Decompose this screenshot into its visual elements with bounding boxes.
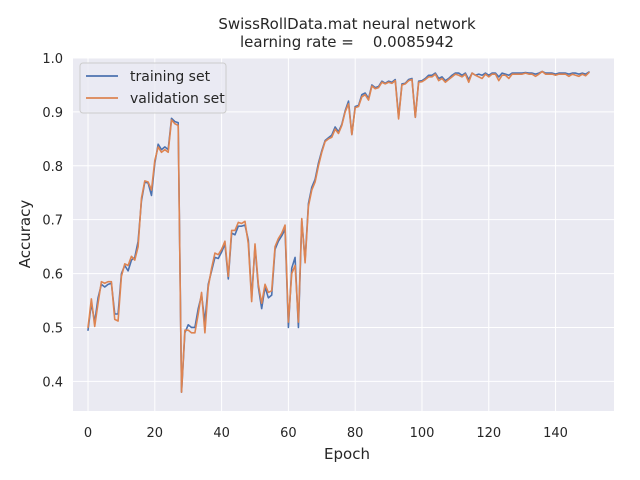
x-tick-label: 40 xyxy=(213,426,230,441)
y-tick-label: 0.9 xyxy=(42,106,63,121)
y-tick-label: 1.0 xyxy=(42,52,63,67)
validation-set-line xyxy=(87,70,590,393)
y-tick-label: 0.8 xyxy=(42,160,63,175)
x-tick-label: 140 xyxy=(543,426,568,441)
y-tick-label: 0.4 xyxy=(42,375,63,390)
legend-label-validation: validation set xyxy=(130,91,225,107)
legend: training set validation set xyxy=(79,62,227,114)
x-tick-label: 100 xyxy=(410,426,435,441)
chart-subtitle: learning rate = 0.0085942 xyxy=(240,33,454,51)
x-axis-label: Epoch xyxy=(324,445,370,463)
x-tick-labels: 0 20 40 60 80 100 120 140 xyxy=(84,426,568,441)
y-axis-label: Accuracy xyxy=(16,200,34,269)
y-tick-label: 0.6 xyxy=(42,268,63,283)
y-tick-label: 0.5 xyxy=(42,321,63,336)
legend-label-training: training set xyxy=(130,69,211,85)
x-tick-label: 120 xyxy=(476,426,501,441)
x-tick-label: 0 xyxy=(84,426,92,441)
chart-title: SwissRollData.mat neural network xyxy=(218,15,476,33)
series-lines xyxy=(87,70,590,393)
grid-lines xyxy=(73,57,614,411)
x-tick-label: 80 xyxy=(347,426,364,441)
y-tick-labels: 0.4 0.5 0.6 0.7 0.8 0.9 1.0 xyxy=(42,52,63,390)
y-tick-label: 0.7 xyxy=(42,214,63,229)
x-tick-label: 60 xyxy=(280,426,297,441)
x-tick-label: 20 xyxy=(147,426,164,441)
